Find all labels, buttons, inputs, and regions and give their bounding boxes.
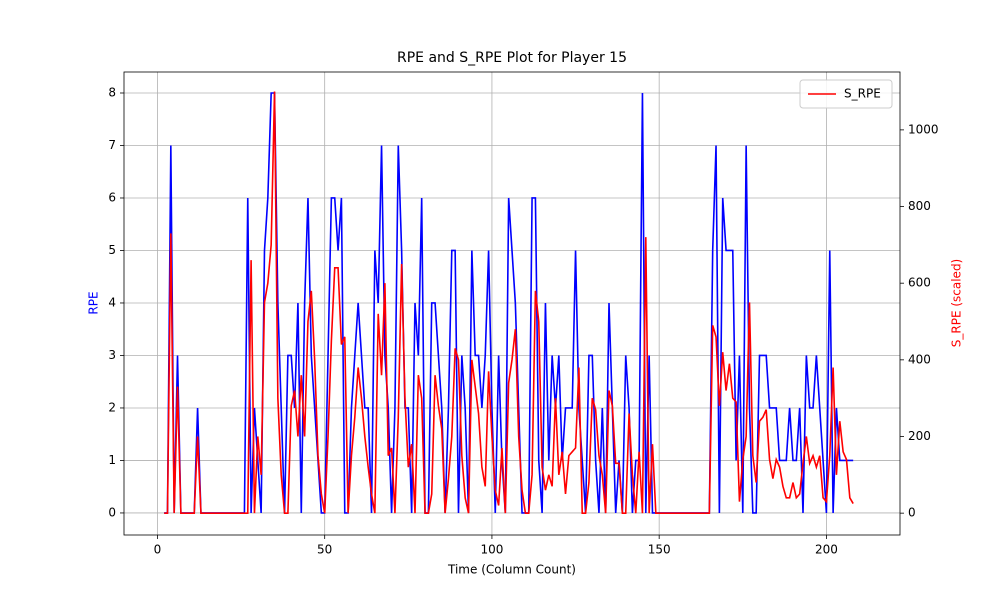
y2-tick-label: 800 xyxy=(908,199,931,213)
y-tick-label: 1 xyxy=(108,453,116,467)
y-tick-label: 2 xyxy=(108,400,116,414)
x-tick-label: 100 xyxy=(480,543,503,557)
y-tick-label: 5 xyxy=(108,243,116,257)
legend-box xyxy=(799,79,893,109)
y-axis-label: RPE xyxy=(87,291,101,314)
y2-tick-label: 200 xyxy=(908,429,931,443)
y-tick-label: 6 xyxy=(108,190,116,204)
x-tick-label: 150 xyxy=(648,543,671,557)
y2-tick-label: 400 xyxy=(908,352,931,366)
y-tick-label: 7 xyxy=(108,138,116,152)
y2-tick-label: 1000 xyxy=(908,122,939,136)
y2-tick-label: 600 xyxy=(908,276,931,290)
chart-title: RPE and S_RPE Plot for Player 15 xyxy=(397,50,627,66)
y2-tick-label: 0 xyxy=(908,506,916,520)
y-tick-label: 3 xyxy=(108,348,116,362)
legend-label: S_RPE xyxy=(844,87,881,101)
y-tick-label: 0 xyxy=(108,505,116,519)
line-series xyxy=(164,92,854,514)
x-tick-label: 0 xyxy=(154,543,162,557)
x-axis-label: Time (Column Count) xyxy=(447,563,576,577)
y-tick-label: 4 xyxy=(108,295,116,309)
line-series xyxy=(164,91,854,514)
plot-frame xyxy=(123,71,901,536)
x-tick-label: 50 xyxy=(317,543,332,557)
x-tick-label: 200 xyxy=(815,543,838,557)
y2-axis-label: S_RPE (scaled) xyxy=(950,259,964,348)
y-tick-label: 8 xyxy=(108,85,116,99)
